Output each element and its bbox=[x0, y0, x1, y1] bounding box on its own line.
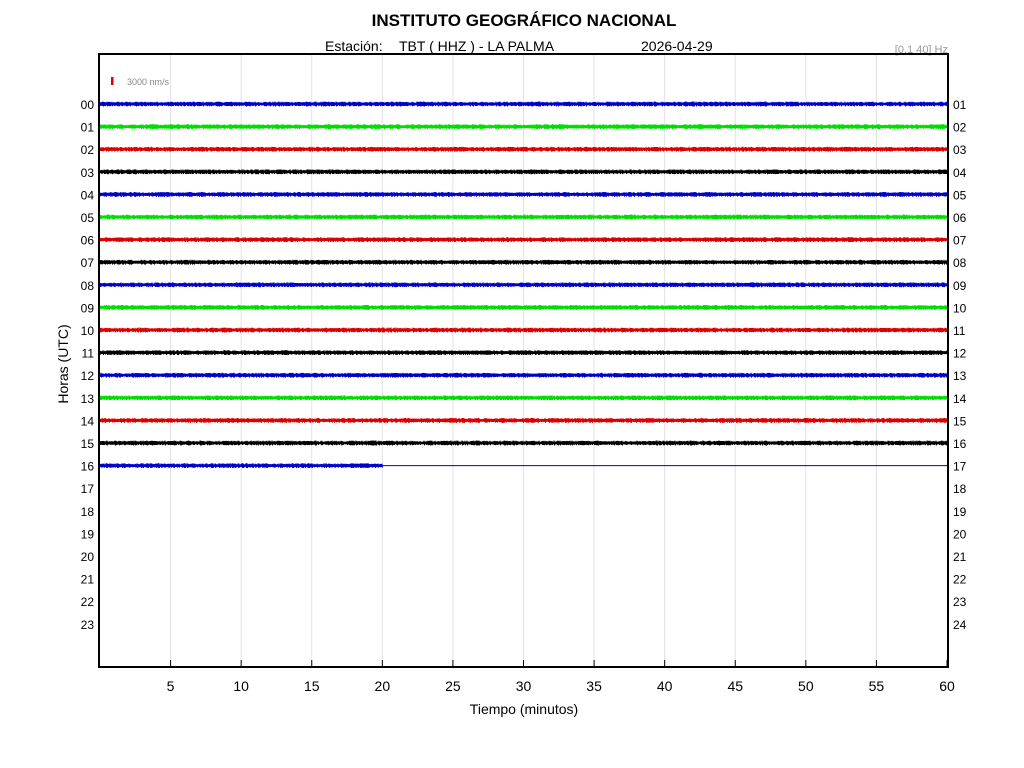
right-hour-label: 06 bbox=[953, 211, 967, 225]
left-hour-label: 09 bbox=[81, 301, 95, 315]
x-axis-label: Tiempo (minutos) bbox=[470, 701, 578, 717]
trace-hour-1 bbox=[99, 124, 948, 130]
scale-bar-icon bbox=[111, 77, 114, 85]
left-hour-label: 02 bbox=[81, 143, 95, 157]
right-hour-label: 11 bbox=[953, 324, 966, 338]
right-hour-label: 16 bbox=[953, 437, 967, 451]
left-hour-label: 05 bbox=[81, 211, 95, 225]
right-hour-label: 02 bbox=[953, 121, 967, 135]
x-tick-label: 35 bbox=[586, 678, 602, 694]
trace-hour-11 bbox=[99, 350, 948, 356]
trace-hour-8 bbox=[99, 282, 948, 288]
left-hour-label: 03 bbox=[81, 166, 95, 180]
x-tick-label: 15 bbox=[304, 678, 320, 694]
left-hour-label: 06 bbox=[81, 234, 95, 248]
right-hour-label: 19 bbox=[953, 505, 967, 519]
x-tick-label: 40 bbox=[657, 678, 673, 694]
trace-hour-13 bbox=[99, 395, 948, 401]
left-hour-label: 01 bbox=[81, 121, 95, 135]
left-hour-label: 18 bbox=[81, 505, 95, 519]
left-hour-label: 20 bbox=[81, 550, 95, 564]
trace-hour-6 bbox=[99, 237, 948, 243]
right-hour-label: 21 bbox=[953, 550, 967, 564]
x-tick-label: 20 bbox=[375, 678, 391, 694]
trace-hour-3 bbox=[99, 169, 948, 175]
right-hour-label: 22 bbox=[953, 573, 967, 587]
left-hour-label: 12 bbox=[81, 369, 95, 383]
left-hour-label: 15 bbox=[81, 437, 95, 451]
left-hour-label: 16 bbox=[81, 460, 95, 474]
left-hour-label: 17 bbox=[81, 482, 95, 496]
x-tick-label: 55 bbox=[869, 678, 885, 694]
station-name: TBT ( HHZ ) - LA PALMA bbox=[399, 38, 555, 54]
vertical-gridlines bbox=[170, 55, 877, 666]
right-hour-label: 13 bbox=[953, 369, 967, 383]
left-hour-label: 19 bbox=[81, 527, 95, 541]
right-hour-label: 04 bbox=[953, 166, 967, 180]
right-hour-label: 01 bbox=[953, 98, 967, 112]
right-hour-label: 07 bbox=[953, 234, 967, 248]
right-hour-label: 24 bbox=[953, 618, 967, 632]
right-hour-label: 23 bbox=[953, 595, 967, 609]
trace-hour-2 bbox=[99, 146, 948, 152]
left-hour-label: 07 bbox=[81, 256, 95, 270]
trace-hour-5 bbox=[99, 214, 948, 220]
right-hour-label: 20 bbox=[953, 527, 967, 541]
trace-hour-10 bbox=[99, 327, 948, 333]
right-hour-label: 18 bbox=[953, 482, 967, 496]
station-label: Estación: bbox=[325, 38, 383, 54]
right-hour-label: 12 bbox=[953, 347, 967, 361]
right-hour-label: 03 bbox=[953, 143, 967, 157]
x-tick-label: 10 bbox=[233, 678, 249, 694]
trace-hour-16 bbox=[99, 463, 383, 469]
right-hour-label: 15 bbox=[953, 414, 967, 428]
right-hour-label: 10 bbox=[953, 301, 967, 315]
left-hour-label: 21 bbox=[81, 573, 95, 587]
plot-frame bbox=[98, 53, 949, 668]
chart-date: 2026-04-29 bbox=[641, 38, 713, 54]
x-tick-label: 45 bbox=[727, 678, 743, 694]
x-axis-ticks: 5 10 15 20 25 30 35 40 45 50 55 60 bbox=[167, 660, 955, 694]
right-hour-label: 14 bbox=[953, 392, 967, 406]
trace-hour-4 bbox=[99, 191, 948, 197]
x-tick-label: 30 bbox=[516, 678, 532, 694]
trace-hour-7 bbox=[99, 259, 948, 265]
left-hour-label: 22 bbox=[81, 595, 95, 609]
left-hour-label: 14 bbox=[81, 414, 95, 428]
left-hour-label: 08 bbox=[81, 279, 95, 293]
trace-hour-9 bbox=[99, 304, 948, 310]
chart-title: INSTITUTO GEOGRÁFICO NACIONAL bbox=[372, 11, 677, 30]
right-hour-label: 17 bbox=[953, 460, 967, 474]
left-hour-labels: 00 01 02 03 04 05 06 07 08 09 10 11 12 13 14 15 16 17 18 19… bbox=[81, 98, 95, 632]
left-hour-label: 13 bbox=[81, 392, 95, 406]
x-tick-label: 25 bbox=[445, 678, 461, 694]
x-tick-label: 5 bbox=[167, 678, 175, 694]
seismic-traces bbox=[99, 101, 948, 469]
right-hour-label: 08 bbox=[953, 256, 967, 270]
left-hour-label: 23 bbox=[81, 618, 95, 632]
scale-label: 3000 nm/s bbox=[127, 77, 170, 87]
trace-hour-15 bbox=[99, 440, 948, 446]
trace-hour-0 bbox=[99, 101, 948, 107]
right-hour-labels: 01 02 03 04 05 06 07 08 09 10 11 12 13 14 15 16 17 18 19 20… bbox=[953, 98, 967, 632]
x-tick-label: 60 bbox=[939, 678, 955, 694]
right-hour-label: 09 bbox=[953, 279, 967, 293]
trace-hour-14 bbox=[99, 417, 948, 423]
y-axis-label: Horas (UTC) bbox=[55, 324, 71, 403]
x-tick-label: 50 bbox=[798, 678, 814, 694]
left-hour-label: 04 bbox=[81, 188, 95, 202]
left-hour-label: 10 bbox=[81, 324, 95, 338]
trace-hour-12 bbox=[99, 372, 948, 378]
right-hour-label: 05 bbox=[953, 188, 967, 202]
left-hour-label: 00 bbox=[81, 98, 95, 112]
left-hour-label: 11 bbox=[82, 347, 95, 361]
